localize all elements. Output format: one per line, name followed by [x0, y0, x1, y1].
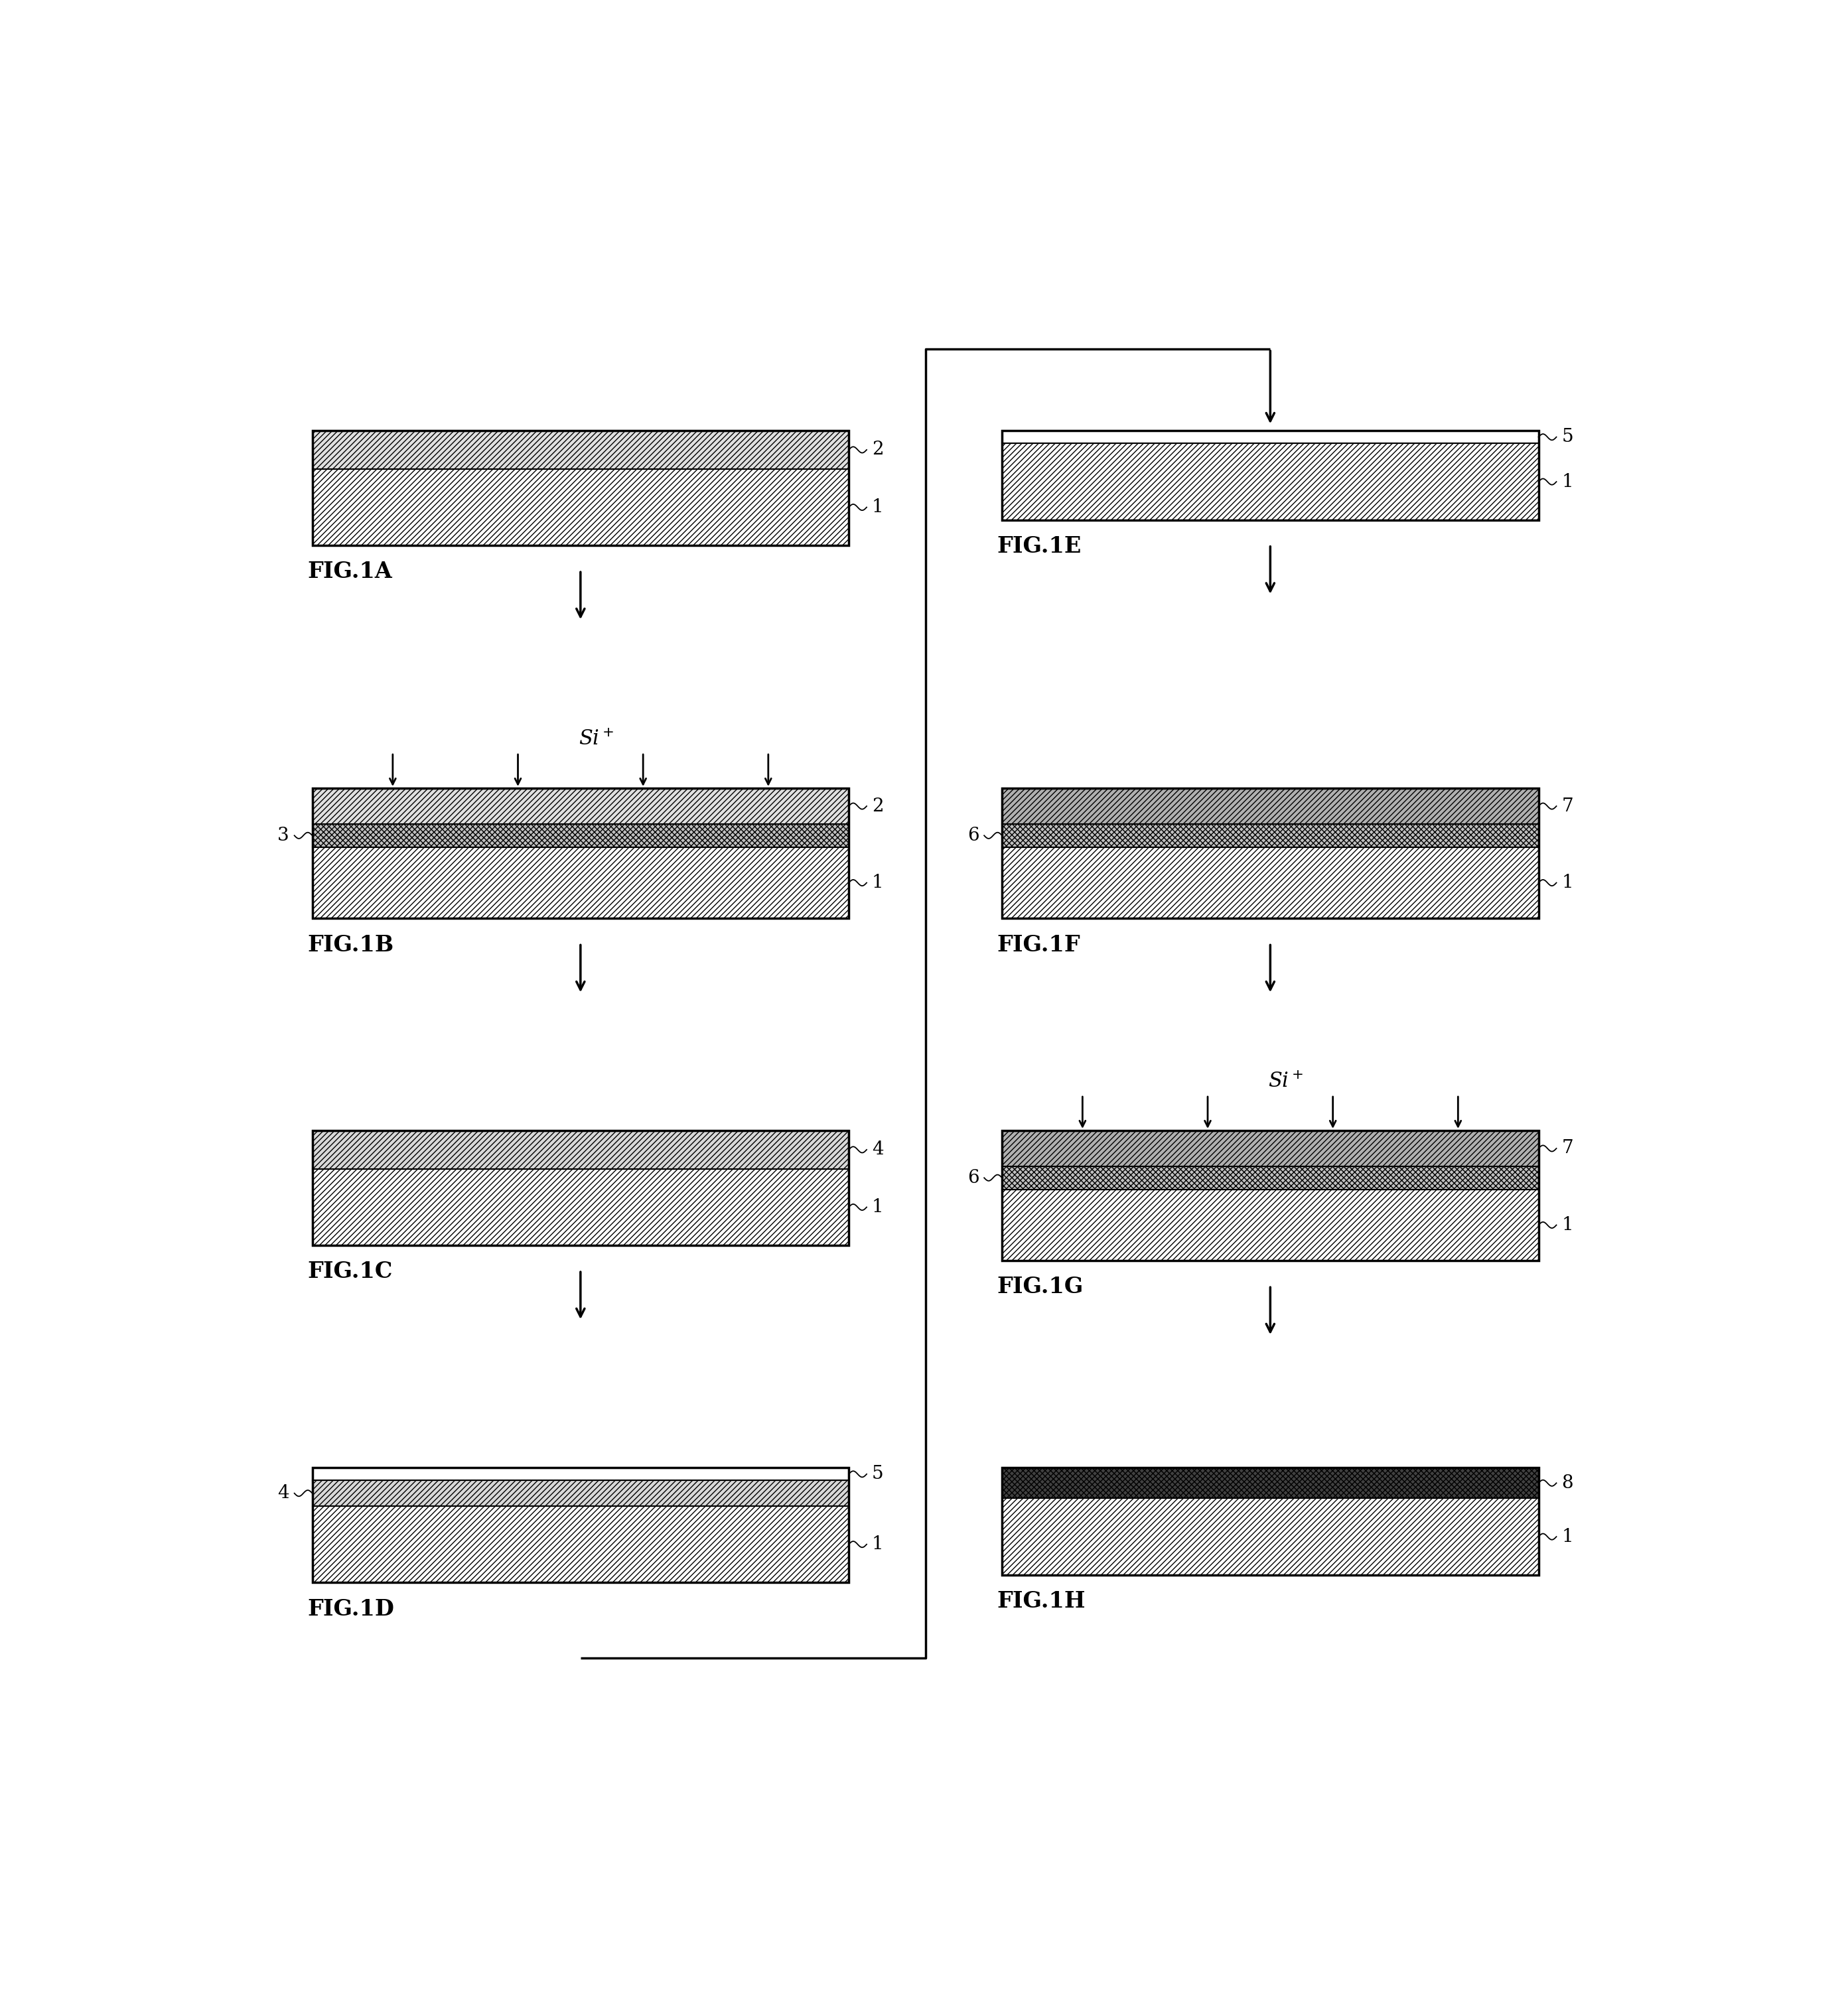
Text: Si$^+$: Si$^+$ — [578, 730, 614, 750]
Text: Si$^+$: Si$^+$ — [1268, 1071, 1303, 1093]
Text: 7: 7 — [1562, 1139, 1573, 1157]
Text: FIG.1B: FIG.1B — [307, 934, 394, 956]
Text: FIG.1H: FIG.1H — [996, 1590, 1085, 1612]
Text: 1: 1 — [1562, 874, 1573, 892]
Text: FIG.1G: FIG.1G — [996, 1275, 1083, 1297]
Text: FIG.1A: FIG.1A — [307, 561, 392, 583]
Text: 2: 2 — [872, 441, 883, 459]
Bar — [1002, 1498, 1539, 1576]
Text: 4: 4 — [872, 1141, 883, 1159]
Bar — [1002, 1189, 1539, 1261]
Text: 8: 8 — [1562, 1474, 1573, 1492]
Text: 1: 1 — [872, 499, 883, 515]
Bar — [312, 1468, 848, 1480]
Bar — [1002, 788, 1539, 918]
Text: 6: 6 — [967, 1169, 979, 1187]
Bar — [312, 469, 848, 545]
Bar — [312, 824, 848, 846]
Bar — [312, 788, 848, 918]
Bar — [312, 1169, 848, 1245]
Bar — [1002, 1167, 1539, 1189]
Text: 1: 1 — [1562, 473, 1573, 491]
Bar — [1002, 1131, 1539, 1167]
Text: FIG.1E: FIG.1E — [996, 535, 1081, 557]
Bar — [1002, 443, 1539, 519]
Bar — [1002, 824, 1539, 846]
Text: 2: 2 — [872, 798, 883, 816]
Bar — [312, 1468, 848, 1582]
Bar — [312, 788, 848, 824]
Bar — [1002, 431, 1539, 443]
Text: 1: 1 — [872, 1199, 883, 1217]
Bar — [1002, 788, 1539, 824]
Bar — [1002, 1468, 1539, 1576]
Bar — [1002, 1131, 1539, 1261]
Bar — [1002, 846, 1539, 918]
Text: 1: 1 — [1562, 1528, 1573, 1546]
Text: FIG.1C: FIG.1C — [307, 1261, 392, 1283]
Bar — [312, 1131, 848, 1169]
Bar — [312, 1131, 848, 1245]
Bar — [312, 1480, 848, 1506]
Text: 1: 1 — [872, 1536, 883, 1554]
Bar — [1002, 431, 1539, 519]
Text: 4: 4 — [277, 1484, 290, 1502]
Bar — [312, 1506, 848, 1582]
Bar — [312, 431, 848, 545]
Text: 1: 1 — [872, 874, 883, 892]
Text: 5: 5 — [872, 1466, 883, 1484]
Text: 1: 1 — [1562, 1217, 1573, 1233]
Bar — [312, 846, 848, 918]
Bar — [312, 431, 848, 469]
Bar — [1002, 1468, 1539, 1498]
Text: FIG.1F: FIG.1F — [996, 934, 1081, 956]
Text: FIG.1D: FIG.1D — [307, 1598, 394, 1620]
Text: 5: 5 — [1562, 429, 1573, 445]
Text: 6: 6 — [967, 826, 979, 844]
Text: 3: 3 — [277, 826, 290, 844]
Text: 7: 7 — [1562, 798, 1573, 816]
